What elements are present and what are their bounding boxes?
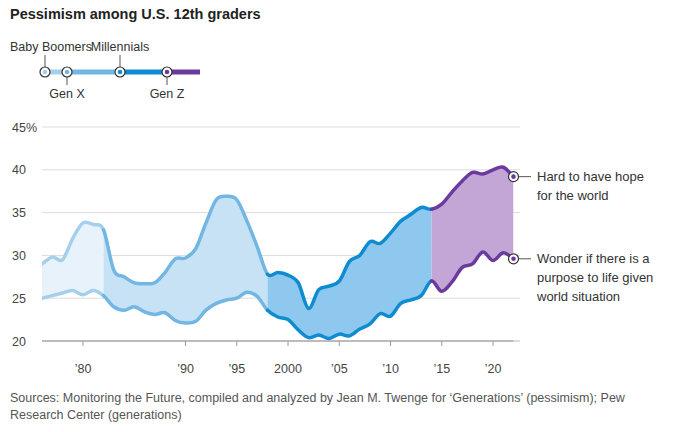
legend-dot	[65, 70, 70, 75]
x-tick	[339, 341, 340, 346]
grid-line	[42, 169, 520, 170]
x-tick-label: ’95	[228, 362, 245, 376]
x-tick-label: ’15	[433, 362, 450, 376]
y-tick-label: 20	[12, 335, 26, 349]
end-dot	[511, 174, 516, 179]
legend-marker	[162, 67, 172, 77]
x-tick-label: ’90	[177, 362, 194, 376]
title: Pessimism among U.S. 12th graders	[10, 6, 261, 22]
chart: Pessimism among U.S. 12th graders Baby Bo…	[0, 0, 695, 432]
legend-dot	[118, 70, 123, 75]
series-line	[432, 252, 514, 291]
x-tick	[236, 341, 237, 346]
x-tick	[390, 341, 391, 346]
y-tick-label: 30	[12, 249, 26, 263]
series-label-line: Hard to have hope	[537, 169, 644, 184]
x-tick-label: ’80	[75, 362, 92, 376]
legend-leader	[67, 77, 68, 85]
axes: 20 25 30 35 40 45% ’80 ’90 ’95 2000 ’05 ’10 ’15 ’20	[12, 121, 520, 377]
generation-band	[104, 196, 268, 323]
x-tick	[185, 341, 186, 346]
legend-marker	[115, 67, 125, 77]
series-label: Hard to have hope for the world	[537, 169, 644, 203]
end-marker	[509, 254, 519, 264]
legend-leader	[120, 55, 121, 67]
series-line	[42, 290, 104, 298]
legend-label: Gen X	[49, 87, 85, 101]
generation-band	[268, 207, 432, 338]
x-tick	[83, 341, 84, 346]
label-leader	[519, 258, 532, 259]
legend-segment	[120, 70, 167, 75]
legend-dot	[165, 70, 170, 75]
legend-label: Gen Z	[150, 87, 185, 101]
end-marker	[509, 172, 519, 182]
y-tick-label: 40	[12, 163, 26, 177]
x-tick	[288, 341, 289, 346]
generation-band	[42, 222, 104, 298]
legend: Baby Boomers Gen X Millennials Gen Z	[10, 40, 200, 101]
x-axis-line	[42, 341, 514, 342]
legend-leader	[167, 77, 168, 85]
series-line	[432, 167, 514, 209]
series-line	[268, 281, 432, 338]
series-label: Wonder if there is a purpose to life give…	[536, 251, 653, 304]
series-label-line: Wonder if there is a	[537, 251, 650, 266]
x-tick-label: ’05	[331, 362, 348, 376]
end-dot	[511, 257, 516, 262]
x-tick	[441, 341, 442, 346]
label-leader	[519, 176, 532, 177]
x-tick-label: 2000	[274, 362, 302, 376]
source: Sources: Monitoring the Future, compiled…	[10, 391, 626, 422]
source-line: Research Center (generations)	[10, 408, 182, 422]
x-tick-label: ’20	[485, 362, 502, 376]
plot-area	[42, 167, 514, 338]
legend-leader	[45, 55, 46, 67]
y-tick-label: 25	[12, 292, 26, 306]
legend-segment	[67, 70, 120, 75]
annotations: Hard to have hope for the world Wonder if …	[509, 169, 654, 304]
series-line	[42, 222, 104, 264]
y-tick-label: 35	[12, 206, 26, 220]
series-line	[104, 196, 268, 284]
grid-line	[42, 341, 520, 342]
generation-band	[432, 167, 514, 291]
legend-dot	[43, 70, 48, 75]
legend-marker	[62, 67, 72, 77]
legend-label: Baby Boomers	[10, 40, 92, 54]
x-tick	[493, 341, 494, 346]
grid-line	[42, 127, 520, 128]
series-label-line: for the world	[537, 188, 609, 203]
legend-label: Millennials	[91, 40, 149, 54]
series-label-line: world situation	[536, 289, 620, 304]
source-line: Sources: Monitoring the Future, compiled…	[10, 391, 626, 405]
legend-marker	[40, 67, 50, 77]
y-tick-label: 45%	[12, 121, 37, 135]
x-tick-label: ’10	[382, 362, 399, 376]
series-line	[104, 292, 268, 323]
series-label-line: purpose to life given	[537, 270, 653, 285]
series-line	[268, 207, 432, 308]
